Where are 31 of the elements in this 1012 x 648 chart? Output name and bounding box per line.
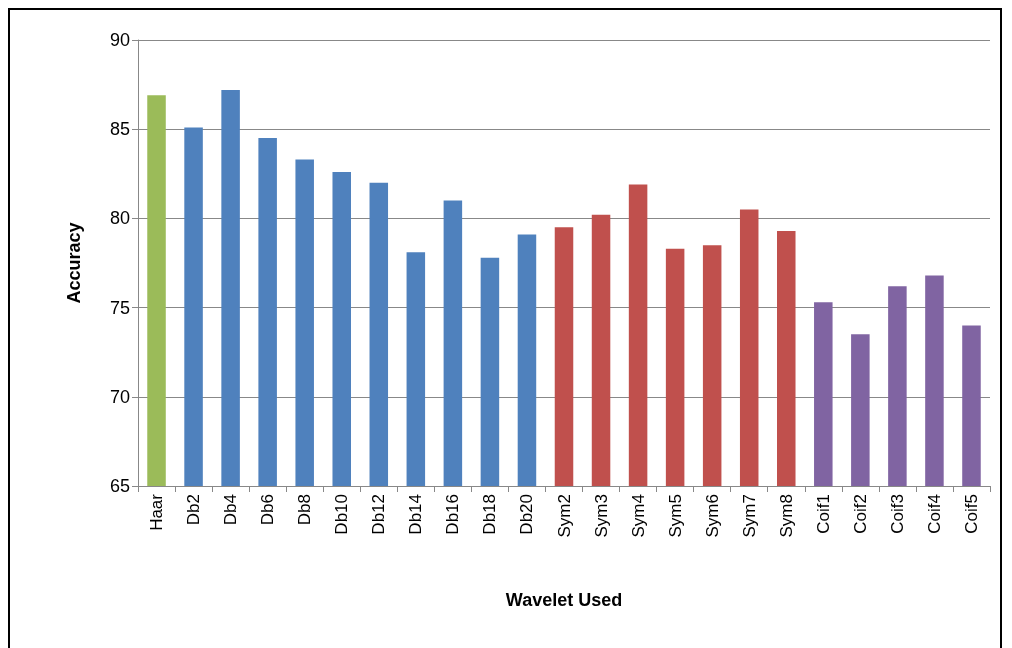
x-tick-label: Db2 [184, 494, 204, 526]
y-tick-label: 65 [109, 476, 130, 496]
x-tick-label: Db4 [221, 494, 241, 526]
x-tick-label: Db10 [332, 494, 352, 535]
x-tick-label: Coif1 [813, 494, 833, 534]
x-tick-label: Coif2 [850, 494, 870, 534]
x-tick-label: Coif5 [961, 494, 981, 534]
x-tick-label: Sym2 [554, 494, 574, 538]
x-tick-label: Sym6 [702, 494, 722, 538]
x-tick-label: Sym5 [665, 494, 685, 538]
x-axis-title: Wavelet Used [505, 590, 623, 610]
y-tick-label: 75 [109, 297, 130, 318]
x-tick-label: Coif3 [887, 494, 907, 534]
x-tick-label: Db16 [443, 494, 463, 535]
y-tick-label: 90 [109, 30, 130, 50]
y-tick-label: 80 [109, 208, 130, 229]
x-tick-label: Db20 [517, 494, 537, 535]
x-tick-label: Sym4 [628, 494, 648, 538]
x-tick-label: Db14 [406, 494, 426, 535]
x-tick-label: Sym3 [591, 494, 611, 538]
y-tick-label: 70 [109, 386, 130, 407]
y-tick-label: 85 [109, 119, 130, 140]
x-tick-label: Sym8 [776, 494, 796, 538]
x-tick-label: Haar [147, 493, 167, 531]
x-tick-label: Db8 [295, 494, 315, 526]
x-tick-label: Coif4 [924, 494, 944, 534]
x-tick-label: Sym7 [739, 494, 759, 538]
x-tick-label: Db18 [480, 494, 500, 535]
y-axis-title: Accuracy [64, 222, 84, 304]
x-tick-label: Db6 [258, 494, 278, 526]
x-tick-label: Db12 [369, 494, 389, 535]
